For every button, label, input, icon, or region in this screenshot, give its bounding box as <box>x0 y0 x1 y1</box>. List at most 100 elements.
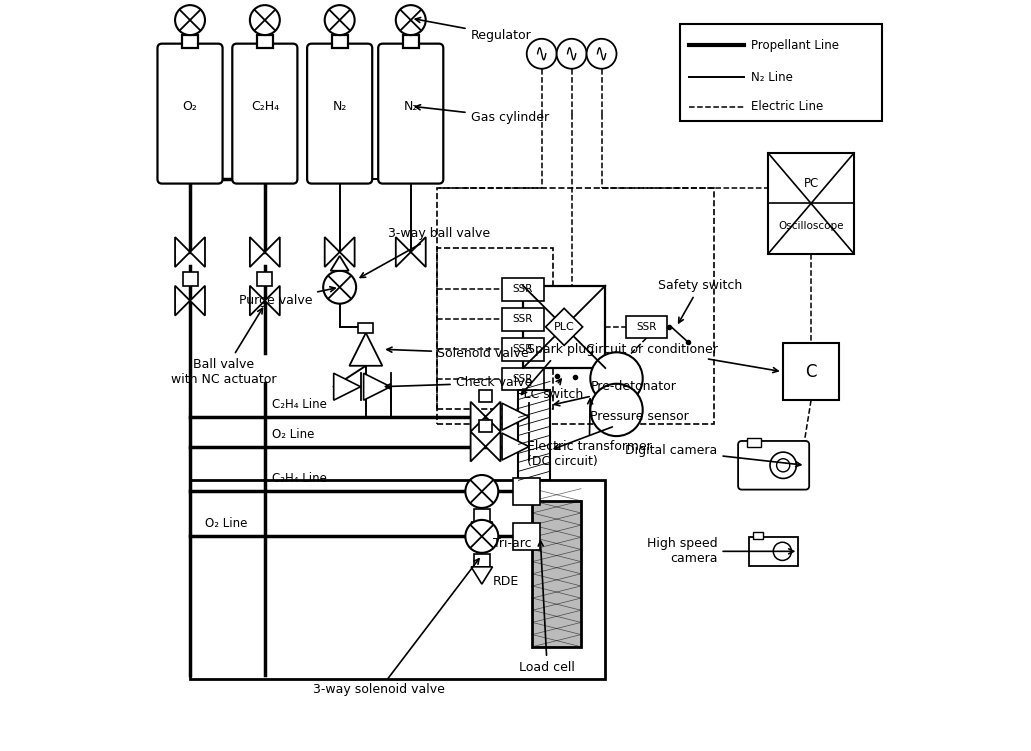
FancyBboxPatch shape <box>378 44 443 183</box>
Polygon shape <box>339 237 355 267</box>
Circle shape <box>776 459 790 472</box>
Text: Pressure sensor: Pressure sensor <box>555 410 689 449</box>
FancyBboxPatch shape <box>307 44 372 183</box>
Text: High speed
camera: High speed camera <box>646 537 794 566</box>
Bar <box>478 421 493 432</box>
Bar <box>513 478 540 505</box>
Circle shape <box>770 452 796 478</box>
Text: Oscilloscope: Oscilloscope <box>778 221 843 231</box>
Bar <box>502 308 543 330</box>
Circle shape <box>527 39 557 69</box>
Bar <box>680 24 883 121</box>
Circle shape <box>465 520 498 553</box>
Polygon shape <box>265 285 279 315</box>
Bar <box>746 438 761 447</box>
Bar <box>403 35 419 48</box>
Polygon shape <box>334 373 361 400</box>
Polygon shape <box>396 237 410 267</box>
Text: Spark plug: Spark plug <box>522 342 594 394</box>
Circle shape <box>587 39 617 69</box>
Text: Regulator: Regulator <box>415 17 531 41</box>
Bar <box>523 285 605 368</box>
Text: 3-way solenoid valve: 3-way solenoid valve <box>313 559 479 696</box>
Text: SSR: SSR <box>512 315 533 324</box>
FancyBboxPatch shape <box>738 441 809 490</box>
Text: Purge valve: Purge valve <box>238 287 335 307</box>
Text: Pre-detonator: Pre-detonator <box>555 380 676 406</box>
Polygon shape <box>331 256 348 271</box>
Bar <box>626 315 667 338</box>
Bar <box>190 480 605 679</box>
Bar <box>258 273 272 285</box>
Text: Gas cylinder: Gas cylinder <box>415 104 548 124</box>
Text: SSR: SSR <box>512 285 533 294</box>
Text: Digital camera: Digital camera <box>625 444 801 466</box>
Text: Tri-arc: Tri-arc <box>493 538 532 550</box>
Polygon shape <box>502 433 529 460</box>
Polygon shape <box>250 237 265 267</box>
Text: 3-way ball valve: 3-way ball valve <box>360 227 491 277</box>
Bar <box>532 501 581 647</box>
Polygon shape <box>502 403 529 430</box>
Bar <box>437 189 713 424</box>
Polygon shape <box>325 237 339 267</box>
Text: Safety switch: Safety switch <box>658 279 742 323</box>
Polygon shape <box>410 237 426 267</box>
Polygon shape <box>471 522 493 539</box>
Polygon shape <box>470 432 486 462</box>
Text: SSR: SSR <box>512 344 533 354</box>
Text: SSR: SSR <box>636 322 657 332</box>
Circle shape <box>773 542 792 560</box>
Bar <box>359 323 373 333</box>
Text: Propellant Line: Propellant Line <box>752 39 839 52</box>
Circle shape <box>465 475 498 508</box>
Circle shape <box>325 5 355 35</box>
Bar <box>182 35 198 48</box>
Text: C₂H₄ Line: C₂H₄ Line <box>272 398 327 411</box>
Text: Electric Line: Electric Line <box>752 100 824 113</box>
Text: Check valve: Check valve <box>386 376 532 390</box>
Circle shape <box>323 271 356 303</box>
Circle shape <box>591 384 642 436</box>
Bar <box>754 532 763 538</box>
Text: N₂: N₂ <box>332 100 346 113</box>
Text: O₂ Line: O₂ Line <box>272 427 314 441</box>
Circle shape <box>396 5 426 35</box>
Polygon shape <box>265 237 279 267</box>
Polygon shape <box>350 333 383 366</box>
Polygon shape <box>470 402 486 432</box>
Circle shape <box>557 39 587 69</box>
Text: C₂H₄: C₂H₄ <box>251 100 279 113</box>
Bar <box>257 35 273 48</box>
Bar <box>502 278 543 300</box>
Circle shape <box>250 5 279 35</box>
Bar <box>182 273 198 285</box>
Bar <box>750 537 798 566</box>
Bar <box>783 343 839 400</box>
Polygon shape <box>364 373 391 400</box>
Text: C: C <box>805 363 817 381</box>
Bar <box>473 553 490 567</box>
Text: Electric transformer
(DC circuit): Electric transformer (DC circuit) <box>527 399 652 468</box>
Text: RDE: RDE <box>493 575 520 588</box>
Text: PC: PC <box>803 176 819 190</box>
Polygon shape <box>545 309 583 345</box>
Bar <box>502 368 543 391</box>
Polygon shape <box>175 285 190 315</box>
Polygon shape <box>175 237 190 267</box>
Polygon shape <box>486 432 500 462</box>
Bar <box>473 508 490 522</box>
Text: N₂ Line: N₂ Line <box>752 71 793 84</box>
Polygon shape <box>250 285 265 315</box>
Text: O₂: O₂ <box>182 100 198 113</box>
Polygon shape <box>471 567 493 584</box>
Polygon shape <box>190 285 205 315</box>
Bar <box>437 249 553 409</box>
Text: C₂H₄ Line: C₂H₄ Line <box>272 472 327 485</box>
FancyBboxPatch shape <box>158 44 223 183</box>
Text: O₂ Line: O₂ Line <box>205 517 247 530</box>
Circle shape <box>591 352 642 405</box>
Text: Solenoid valve: Solenoid valve <box>387 346 529 360</box>
Text: N₂: N₂ <box>403 100 418 113</box>
Polygon shape <box>486 402 500 432</box>
